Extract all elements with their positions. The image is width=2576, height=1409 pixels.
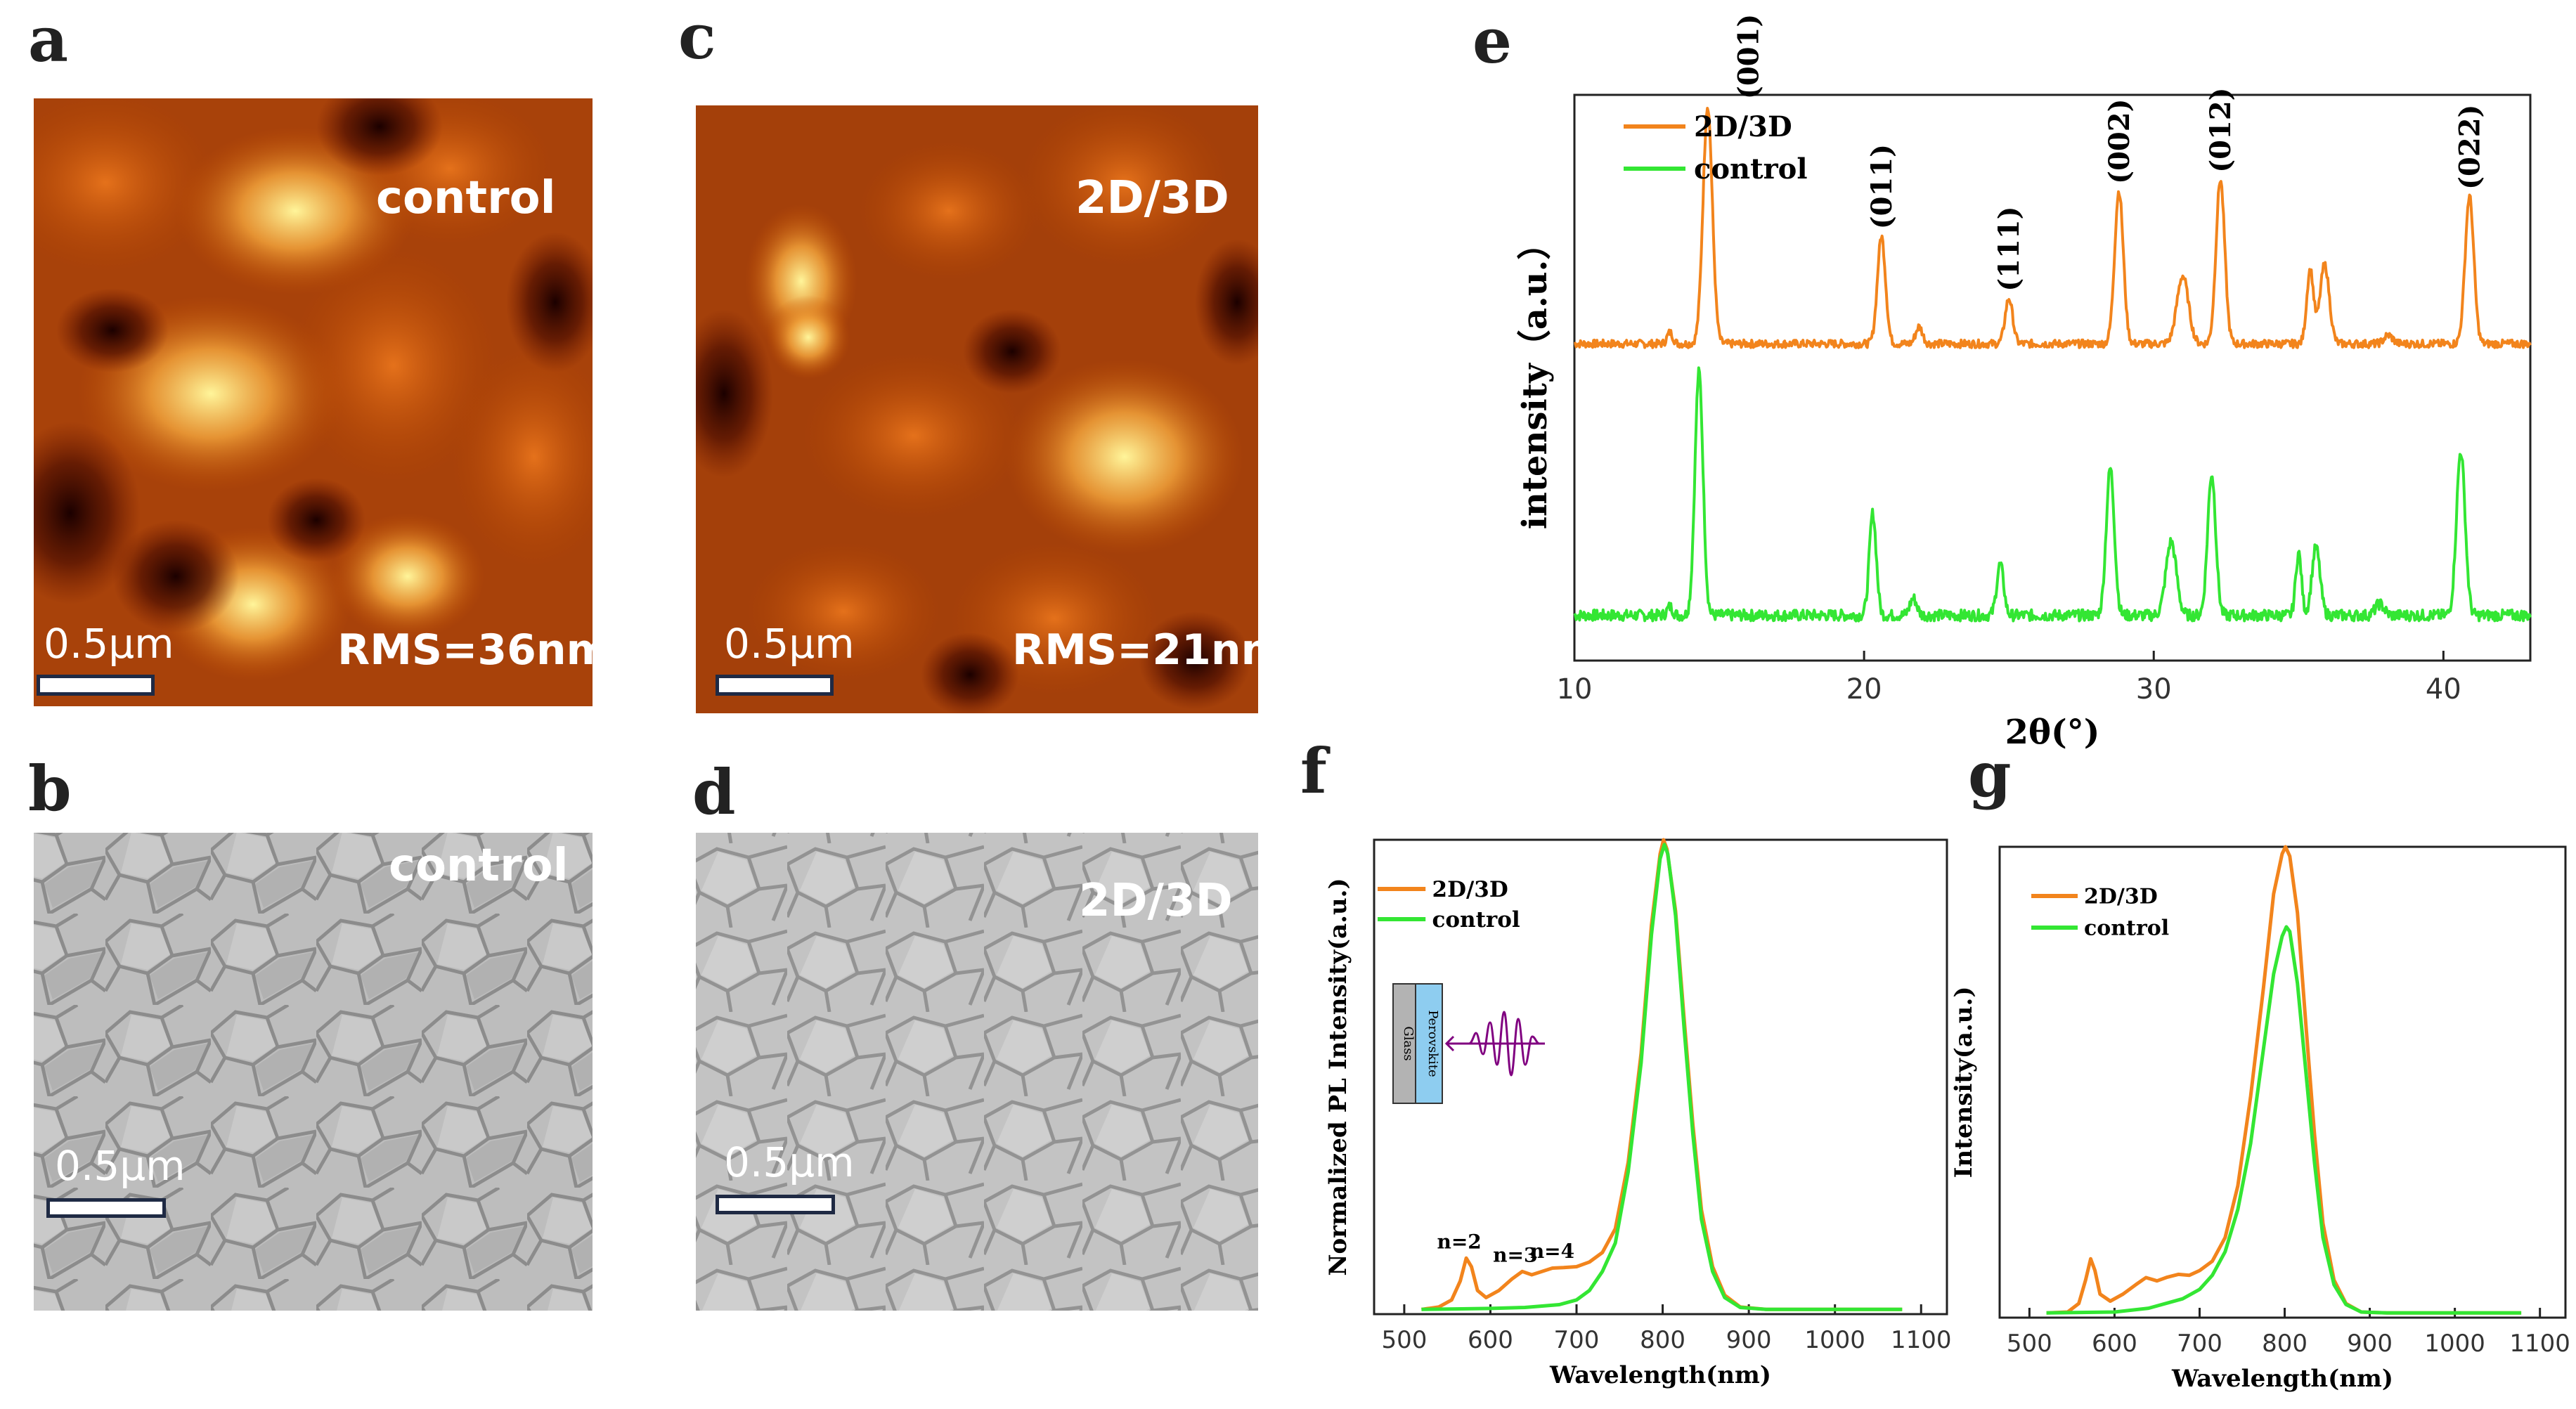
panel-label-f: f [1300, 734, 1327, 807]
x-tick-label: 500 [2007, 1330, 2052, 1358]
series-line-control [2046, 925, 2522, 1315]
x-tick-label: 1000 [1804, 1326, 1865, 1354]
chart-xrd: 10 20 30 40 2θ(°) intensity（a.u.） 2D/3D control… [1515, 14, 2532, 752]
device-inset-schematic [1392, 983, 1545, 1104]
chart-pl: 500 600 700 800 900 1000 1100 Wavelength(nm) Int… [1950, 845, 2570, 1393]
series-line-2d3d [2046, 845, 2522, 1315]
x-tick-label: 1100 [1891, 1326, 1952, 1354]
peak-index-label: (022) [2453, 105, 2486, 190]
chart-pl-normalized: 500 600 700 800 900 1000 1100 Wavelength(nm) Nor… [1324, 838, 1952, 1389]
x-tick-label: 700 [2177, 1330, 2222, 1358]
exciton-label: n=3 [1493, 1243, 1537, 1266]
overlay-label-a: control [376, 172, 556, 224]
plot-frame-xrd [1573, 93, 2532, 662]
scalebar-d [716, 1195, 835, 1214]
x-tick-label: 500 [1381, 1326, 1427, 1354]
overlay-label-b: control [389, 840, 569, 892]
sem-image-2d3d [696, 833, 1258, 1311]
legend-label: control [2084, 916, 2169, 941]
legend-label: control [1694, 152, 1808, 186]
x-tick-label: 10 [1557, 673, 1593, 706]
x-tick-label: 1100 [2509, 1330, 2570, 1358]
x-axis-label: Wavelength(nm) [2171, 1365, 2393, 1393]
y-axis-label: intensity（a.u.） [1515, 226, 1555, 530]
inset-glass-label: Glass [1401, 1026, 1416, 1060]
panel-label-g: g [1968, 738, 2012, 811]
overlay-label-d: 2D/3D [1079, 875, 1233, 927]
peak-index-label: (001) [1732, 14, 1765, 99]
x-tick-label: 900 [1726, 1326, 1772, 1354]
scalebar-label-a: 0.5μm [44, 620, 174, 668]
rms-label-c: RMS=21nm [1012, 625, 1286, 675]
afm-image-2d3d [696, 105, 1258, 713]
x-tick-label: 20 [1846, 673, 1882, 706]
legend-label: 2D/3D [2084, 885, 2158, 909]
scalebar-b [46, 1198, 166, 1218]
scalebar-label-c: 0.5μm [724, 620, 855, 668]
legend-label: 2D/3D [1432, 877, 1508, 902]
exciton-label: n=2 [1437, 1230, 1481, 1253]
legend-label: control [1432, 907, 1520, 933]
inset-perovskite-label: Perovskite [1425, 1010, 1440, 1077]
y-axis-label: Intensity(a.u.) [1950, 987, 1978, 1179]
scalebar-a [37, 675, 155, 696]
x-tick-label: 800 [2262, 1330, 2308, 1358]
peak-index-label: (011) [1865, 144, 1898, 229]
legend-label: 2D/3D [1694, 110, 1792, 143]
series-line-2d3d [1573, 107, 2532, 349]
x-axis-label: Wavelength(nm) [1549, 1361, 1771, 1389]
x-tick-label: 700 [1554, 1326, 1600, 1354]
x-tick-label: 600 [2092, 1330, 2137, 1358]
scalebar-label-b: 0.5μm [55, 1142, 186, 1190]
series-line-control [1573, 366, 2532, 623]
exciton-label: n=4 [1530, 1240, 1574, 1263]
plot-frame-pl-normalized [1373, 838, 1948, 1316]
scalebar-c [716, 675, 834, 696]
y-axis-label: Normalized PL Intensity(a.u.) [1324, 878, 1352, 1275]
sem-image-control [34, 833, 593, 1311]
panel-label-c: c [678, 0, 716, 73]
x-tick-label: 600 [1468, 1326, 1513, 1354]
peak-index-label: (012) [2204, 87, 2237, 172]
panel-label-d: d [692, 755, 736, 829]
plot-frame-pl [1998, 845, 2567, 1319]
afm-image-control [34, 98, 593, 706]
peak-index-label: (111) [1993, 206, 2026, 291]
x-axis-label: 2θ(°) [2005, 713, 2100, 752]
scalebar-label-d: 0.5μm [724, 1138, 855, 1186]
x-tick-label: 900 [2347, 1330, 2393, 1358]
x-tick-label: 40 [2426, 673, 2461, 706]
panel-label-e: e [1473, 4, 1512, 77]
panel-label-b: b [28, 752, 72, 825]
overlay-label-c: 2D/3D [1075, 172, 1229, 224]
x-tick-label: 1000 [2424, 1330, 2485, 1358]
series-line-control [1421, 843, 1903, 1311]
x-tick-label: 800 [1640, 1326, 1685, 1354]
rms-label-a: RMS=36nm [337, 625, 611, 675]
peak-index-label: (002) [2103, 98, 2136, 183]
panel-label-a: a [28, 3, 69, 76]
x-tick-label: 30 [2136, 673, 2172, 706]
